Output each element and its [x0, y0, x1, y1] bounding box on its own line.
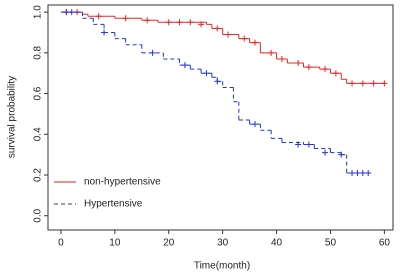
censor-mark	[214, 25, 221, 32]
legend-label: non-hypertensive	[84, 177, 161, 188]
y-tick-label: 1.0	[33, 5, 44, 19]
y-tick-label: 0.2	[33, 168, 44, 182]
x-tick-label: 30	[217, 238, 229, 249]
censor-mark	[203, 70, 210, 77]
censor-mark	[359, 169, 366, 176]
x-tick-label: 50	[325, 238, 337, 249]
y-tick-label: 0.6	[33, 86, 44, 100]
censor-mark	[241, 35, 248, 42]
censor-mark	[322, 149, 329, 156]
y-tick-label: 0.8	[33, 45, 44, 59]
censor-mark	[349, 169, 356, 176]
censor-mark	[68, 9, 75, 16]
censor-mark	[225, 31, 232, 38]
x-tick-label: 40	[271, 238, 283, 249]
censor-mark	[198, 21, 205, 28]
censor-mark	[381, 80, 388, 87]
censor-mark	[144, 17, 151, 24]
x-tick-label: 0	[58, 238, 64, 249]
censor-mark	[365, 169, 372, 176]
censor-mark	[252, 121, 258, 128]
censor-mark	[295, 60, 302, 67]
x-tick-label: 20	[163, 238, 175, 249]
y-tick-label: 0.4	[33, 127, 44, 141]
x-tick-label: 60	[379, 238, 391, 249]
censor-mark	[176, 19, 183, 26]
censor-mark	[278, 55, 285, 62]
censor-mark	[305, 64, 312, 71]
plot-frame	[47, 4, 394, 231]
censor-mark	[338, 151, 345, 158]
censor-mark	[349, 80, 356, 87]
censor-mark	[268, 49, 275, 56]
censor-mark	[187, 19, 194, 26]
censor-mark	[305, 141, 312, 148]
censor-mark	[214, 78, 221, 85]
censor-mark	[101, 29, 108, 36]
y-axis-label: survival probability	[7, 76, 18, 158]
censor-mark	[295, 141, 302, 148]
censor-mark	[95, 13, 102, 20]
censor-mark	[165, 19, 172, 26]
censor-mark	[322, 66, 329, 73]
censor-mark	[122, 15, 129, 22]
censor-mark	[354, 169, 361, 176]
censor-mark	[181, 62, 188, 69]
censor-mark	[359, 80, 366, 87]
y-tick-label: 0.0	[33, 208, 44, 222]
censor-mark	[370, 80, 377, 87]
x-tick-label: 10	[109, 238, 121, 249]
censor-mark	[149, 49, 156, 56]
censor-mark	[63, 9, 70, 16]
censor-mark	[252, 39, 258, 46]
censor-mark	[332, 70, 339, 77]
x-axis-label: Time(month)	[194, 261, 250, 272]
legend-label: Hypertensive	[84, 199, 143, 210]
